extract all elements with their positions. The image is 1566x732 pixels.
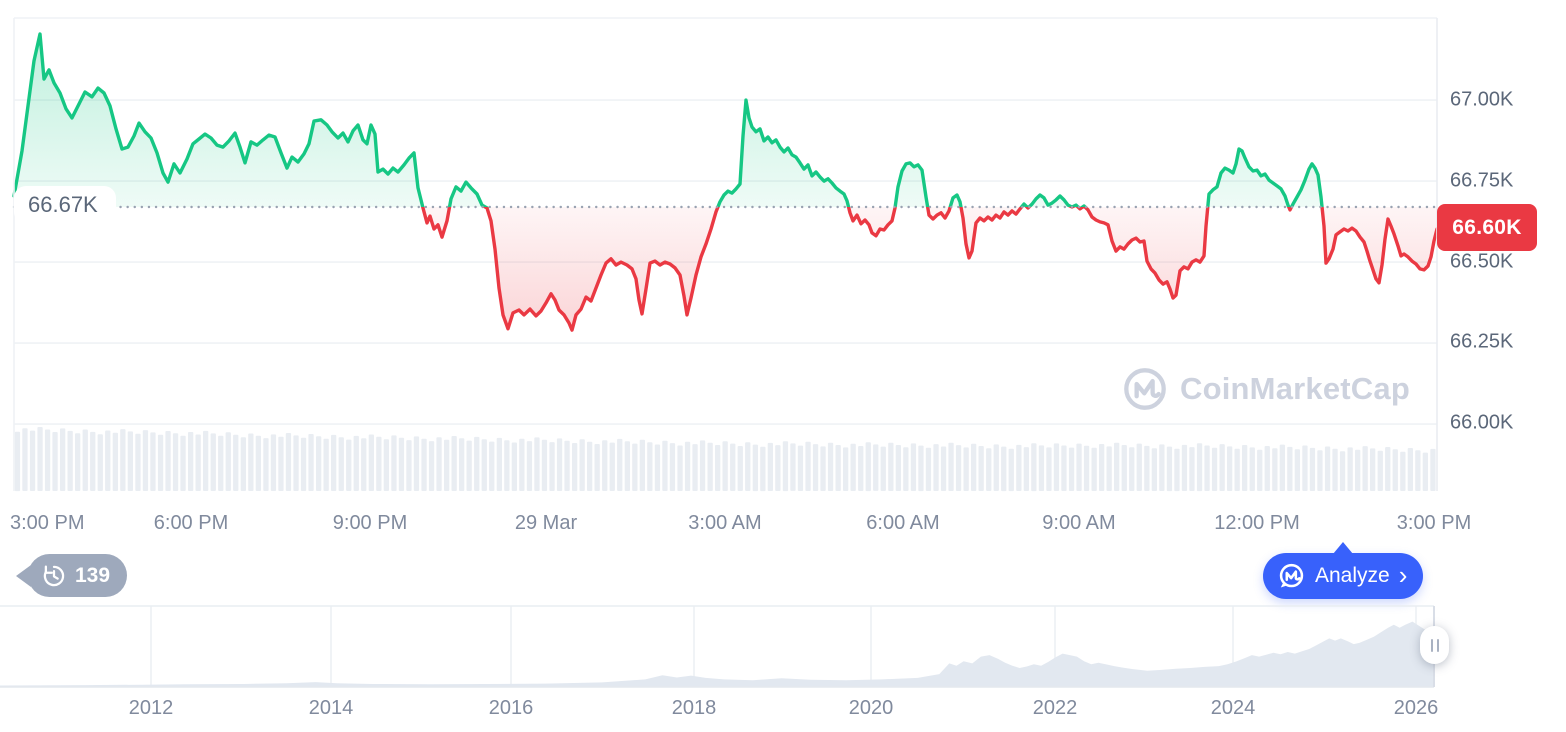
year-tick-2022: 2022 xyxy=(1032,697,1078,719)
x-axis-tick-2: 6:00 PM xyxy=(153,512,229,534)
x-axis-tick-4: 29 Mar xyxy=(514,512,578,534)
current-price-badge: 66.60K xyxy=(1437,204,1537,251)
year-tick-2012: 2012 xyxy=(128,697,174,719)
y-axis-tick-66-00k: 66.00K xyxy=(1450,411,1514,434)
analyze-cmc-logo-icon xyxy=(1277,562,1306,591)
x-axis-tick-7: 9:00 AM xyxy=(1042,512,1116,534)
y-axis-tick-66-75k: 66.75K xyxy=(1450,169,1514,192)
x-axis-tick-6: 6:00 AM xyxy=(866,512,940,534)
x-axis-tick-1: 3:00 PM xyxy=(10,512,85,534)
history-clock-icon xyxy=(41,563,67,589)
year-tick-2024: 2024 xyxy=(1210,697,1256,719)
analyze-button-label: Analyze xyxy=(1315,564,1390,587)
current-price-value: 66.60K xyxy=(1452,215,1522,239)
year-tick-2014: 2014 xyxy=(308,697,354,719)
chevron-right-icon: › xyxy=(1398,559,1408,590)
x-axis-tick-3: 9:00 PM xyxy=(332,512,408,534)
x-axis-tick-9: 3:00 PM xyxy=(1396,512,1472,534)
history-count-value: 139 xyxy=(75,563,111,587)
x-axis-tick-5: 3:00 AM xyxy=(688,512,762,534)
badge-left-arrow xyxy=(16,564,31,587)
history-count-badge[interactable]: 139 xyxy=(16,554,128,597)
year-tick-2016: 2016 xyxy=(488,697,534,719)
y-axis-tick-66-25k: 66.25K xyxy=(1450,330,1514,353)
analyze-button[interactable]: Analyze › xyxy=(1263,542,1424,599)
baseline-price-label: 66.67K xyxy=(28,192,98,217)
year-tick-2026: 2026 xyxy=(1393,697,1439,719)
y-axis-tick-67-00k: 67.00K xyxy=(1450,88,1514,111)
price-line-chart[interactable] xyxy=(0,0,1566,500)
x-axis-tick-8: 12:00 PM xyxy=(1214,512,1300,534)
year-tick-2020: 2020 xyxy=(848,697,894,719)
y-axis-tick-66-50k: 66.50K xyxy=(1450,250,1514,273)
range-brush-chart[interactable] xyxy=(0,604,1566,694)
baseline-price-pill: 66.67K xyxy=(14,186,116,224)
year-tick-2018: 2018 xyxy=(671,697,717,719)
brush-right-handle[interactable] xyxy=(1420,626,1449,664)
